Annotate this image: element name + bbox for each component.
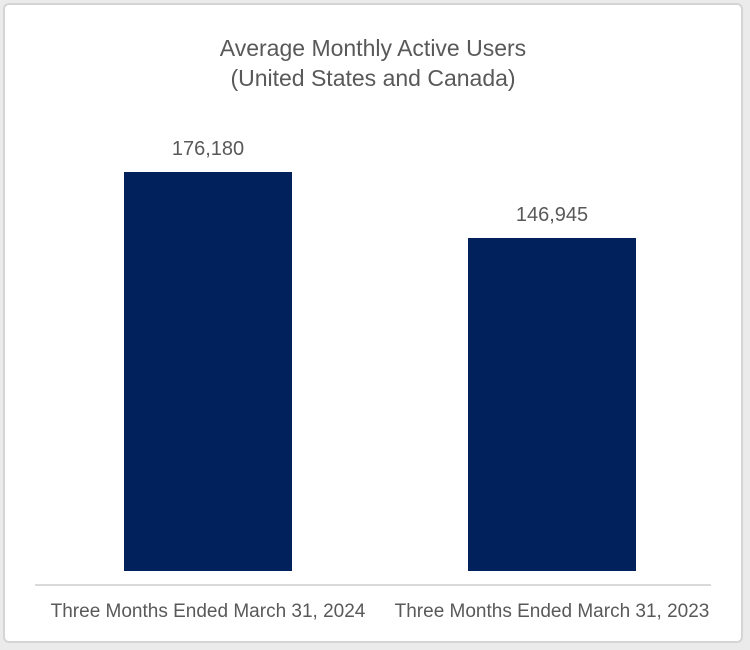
bar-chart: Average Monthly Active Users (United Sta… (5, 5, 741, 641)
data-label-2024: 176,180 (171, 138, 245, 160)
chart-frame: Average Monthly Active Users (United Sta… (3, 3, 743, 643)
x-axis-label-2023: Three Months Ended March 31, 2023 (394, 601, 710, 622)
data-label-2023: 146,945 (515, 204, 589, 226)
chart-title: Average Monthly Active Users (219, 35, 527, 61)
x-axis-label-2024: Three Months Ended March 31, 2024 (50, 601, 366, 622)
chart-title-block: Average Monthly Active Users (United Sta… (5, 33, 741, 93)
bar-column-2024: 176,180 (124, 138, 292, 571)
bar-2023 (468, 238, 636, 571)
bar-column-2023: 146,945 (468, 204, 636, 571)
x-axis-line (35, 584, 711, 586)
chart-subtitle: (United States and Canada) (230, 65, 516, 91)
bar-2024 (124, 172, 292, 571)
